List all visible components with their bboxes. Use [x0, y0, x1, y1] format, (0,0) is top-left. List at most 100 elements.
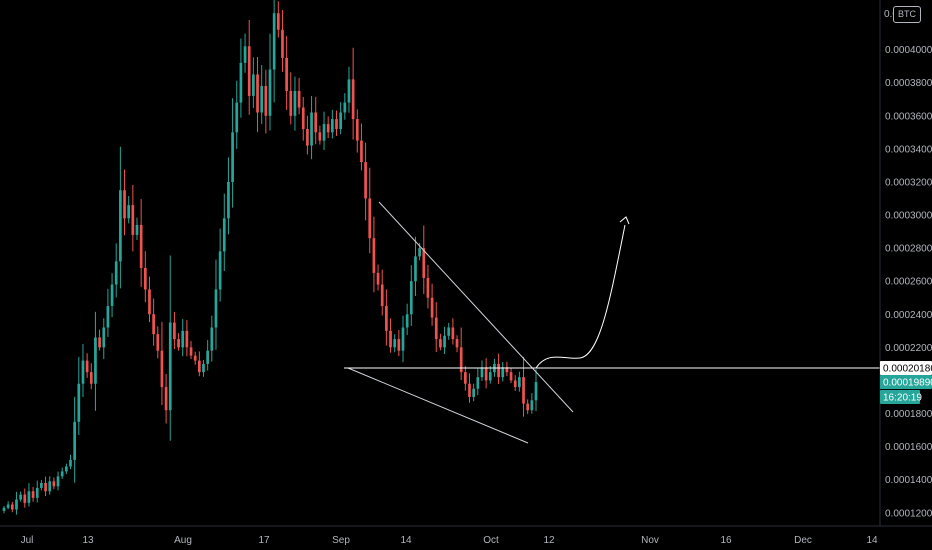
candle-body: [513, 380, 517, 388]
candles-layer: [2, 0, 538, 515]
candle-body: [189, 347, 193, 356]
candle-body: [35, 487, 39, 498]
candle-body: [177, 339, 180, 348]
candle-body: [430, 297, 434, 318]
candle-body: [526, 403, 530, 411]
candle-body: [56, 476, 60, 487]
x-tick-label: 12: [543, 535, 555, 546]
candle-body: [119, 190, 122, 262]
candle-body: [181, 330, 185, 348]
candle-body: [231, 132, 234, 182]
candle-body: [89, 372, 93, 384]
candle-body: [52, 481, 56, 487]
countdown-tag-text: 16:20:19: [883, 393, 922, 404]
drawings-layer: [344, 201, 880, 444]
x-tick-label: Nov: [641, 535, 659, 546]
candle-body: [139, 224, 143, 268]
candle-body: [347, 79, 351, 103]
candle-body: [301, 107, 305, 130]
candle-body: [509, 372, 513, 381]
candle-body: [114, 261, 118, 285]
x-tick-label: 14: [400, 535, 412, 546]
candle-body: [256, 74, 259, 113]
candle-body: [135, 224, 139, 235]
level-price-tag: 0.00020186: [880, 361, 932, 375]
candle-body: [102, 327, 106, 348]
candle-body: [518, 377, 521, 388]
candle-body: [297, 90, 301, 108]
candle-body: [443, 335, 446, 348]
candle-body: [439, 339, 442, 348]
x-tick-label: 16: [720, 535, 732, 546]
candle-body: [206, 350, 210, 364]
candle-body: [339, 112, 343, 130]
candle-body: [60, 471, 64, 477]
candle-body: [330, 119, 334, 133]
candle-body: [389, 330, 392, 348]
candle-body: [422, 248, 426, 278]
candle-body: [306, 129, 309, 146]
candle-body: [23, 494, 27, 503]
candle-body: [197, 360, 201, 373]
candle-body: [522, 377, 525, 404]
last-price-tag: 0.00019890: [880, 375, 932, 389]
candle-body: [69, 459, 72, 467]
candle-body: [218, 251, 222, 290]
candle-body: [2, 507, 6, 511]
candle-body: [143, 267, 147, 290]
candle-body: [202, 363, 205, 373]
candle-body: [106, 306, 110, 328]
candle-body: [64, 466, 68, 472]
candle-body: [10, 504, 14, 510]
candle-body: [472, 388, 476, 397]
candle-body: [393, 339, 397, 348]
candle-body: [343, 102, 347, 113]
candle-body: [401, 327, 405, 351]
currency-badge[interactable]: BTC: [893, 6, 921, 23]
candle-body: [426, 277, 430, 298]
candle-body: [468, 383, 471, 397]
candle-body: [447, 327, 451, 336]
candle-body: [497, 363, 500, 378]
candle-body: [81, 360, 85, 384]
candle-body: [476, 377, 480, 389]
y-tick-label: 0.00040000: [885, 45, 932, 56]
candle-body: [98, 337, 101, 348]
candle-body: [351, 79, 355, 120]
candle-body: [160, 350, 164, 388]
candle-body: [27, 491, 31, 503]
candle-body: [31, 491, 35, 498]
candle-body: [148, 289, 151, 315]
level-price-tag-text: 0.00020186: [883, 364, 932, 375]
candle-body: [272, 13, 276, 70]
candle-body: [455, 339, 459, 348]
candle-body: [285, 57, 288, 91]
descending-trendline-lower[interactable]: [347, 367, 529, 444]
candle-body: [247, 46, 251, 96]
candle-body: [276, 13, 280, 30]
candle-body: [131, 205, 135, 235]
candle-body: [77, 383, 81, 422]
candle-body: [210, 327, 214, 351]
x-tick-label: Oct: [483, 535, 499, 546]
candle-body: [360, 140, 363, 163]
candle-body: [168, 322, 172, 411]
descending-trendline-upper[interactable]: [378, 201, 574, 413]
candle-body: [310, 112, 313, 146]
candle-body: [534, 382, 538, 401]
time-axis[interactable]: Jul 13 Aug 17 Sep 14 Oct 12 Nov 16 Dec 14: [21, 535, 878, 546]
projection-arrow-head: [619, 216, 630, 225]
candle-body: [243, 46, 247, 63]
candle-body: [214, 289, 218, 328]
candle-body: [239, 62, 243, 103]
candle-body: [48, 481, 52, 492]
projection-curve[interactable]: [535, 224, 626, 369]
candle-body: [85, 360, 89, 373]
